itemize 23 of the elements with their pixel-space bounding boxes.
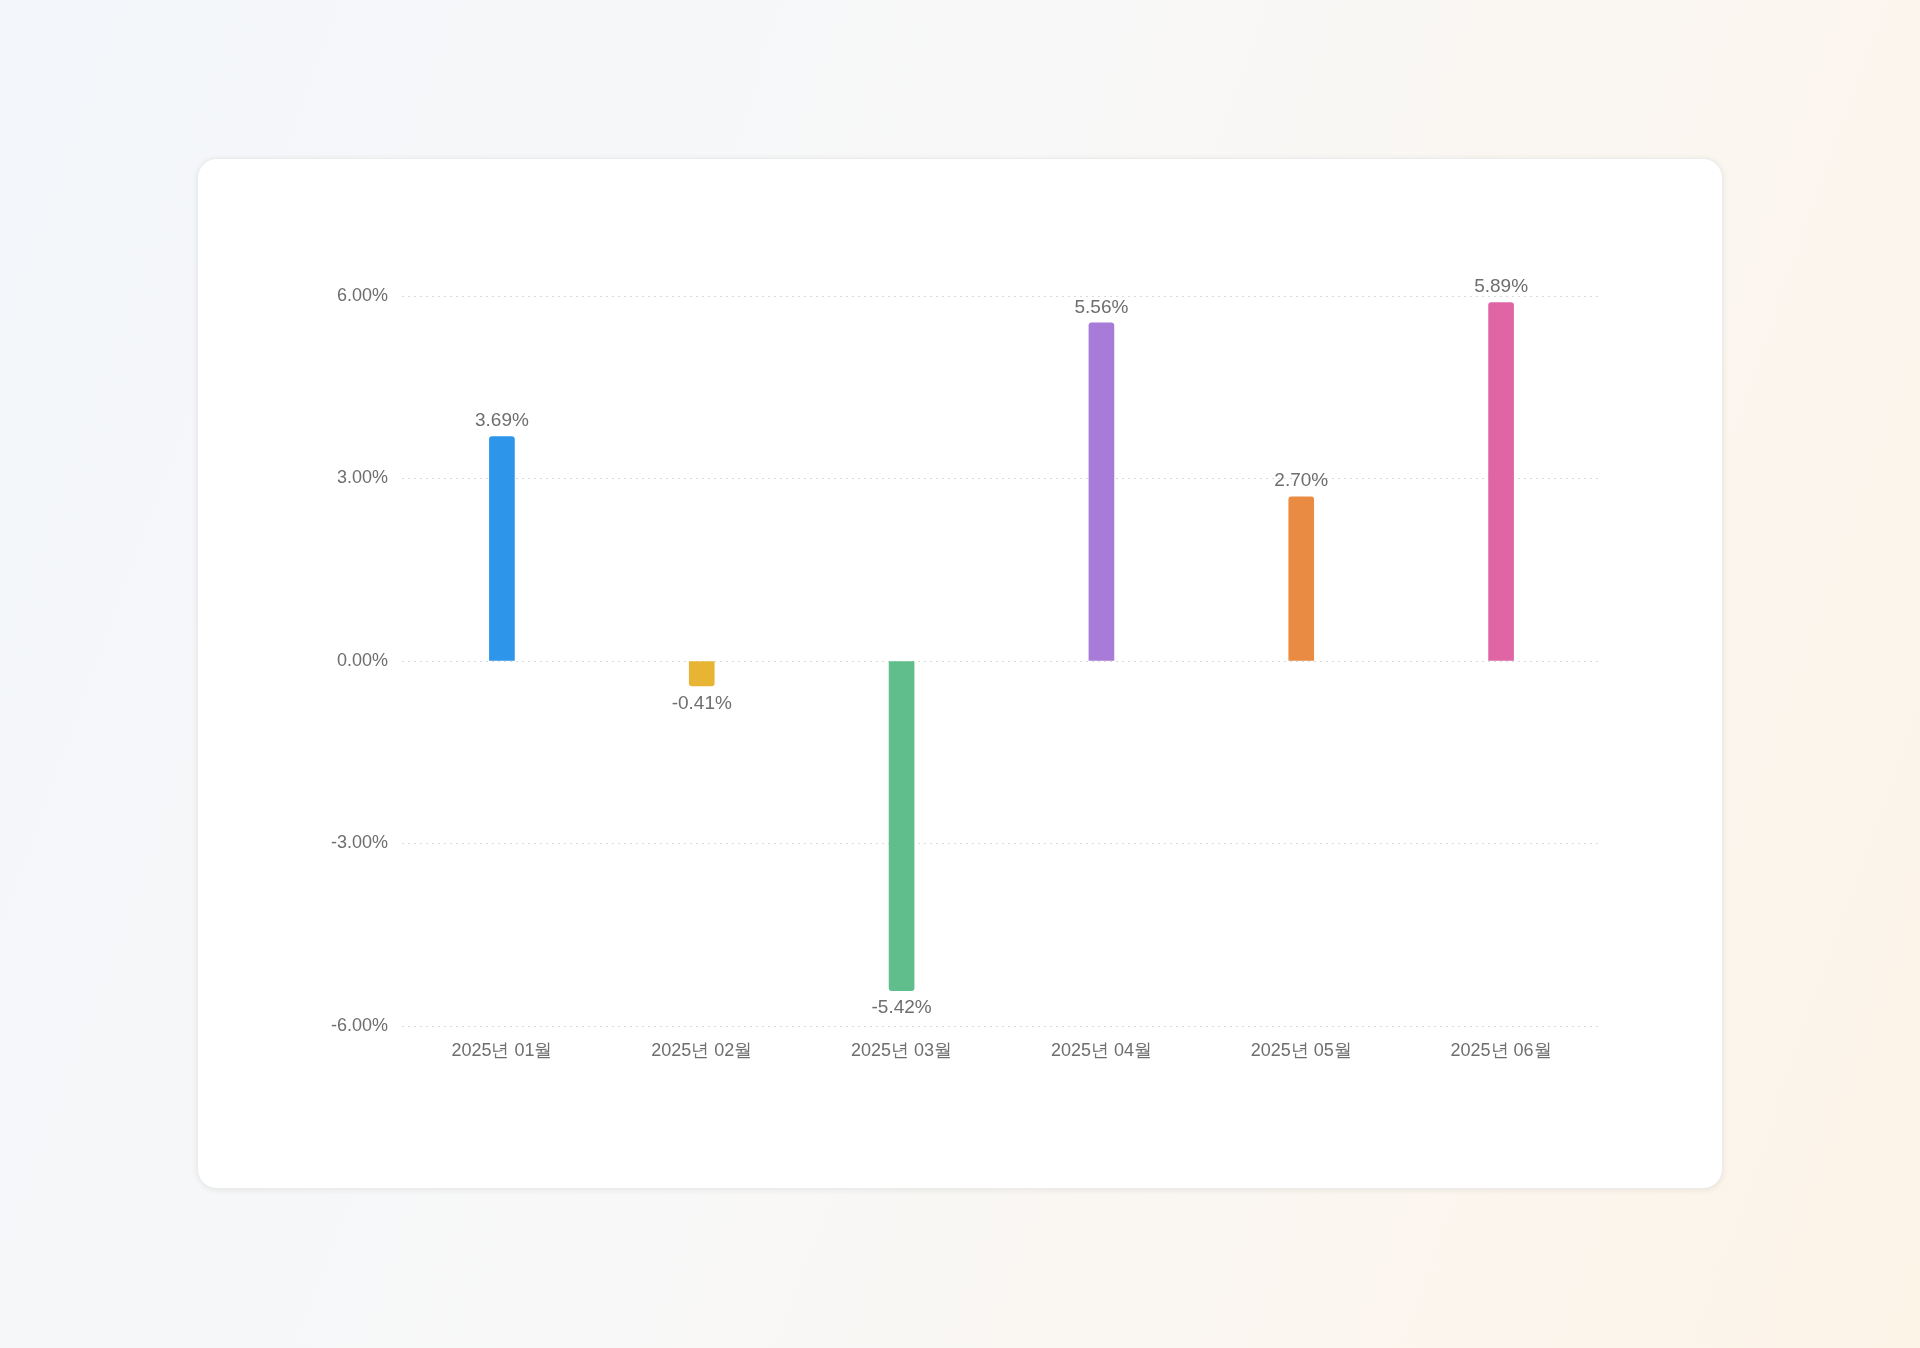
data-label: 5.56% (1074, 295, 1129, 317)
y-tick-label: -6.00% (330, 1014, 388, 1035)
data-label: 3.69% (474, 409, 529, 431)
x-tick-label: 2025년 01월 (451, 1039, 553, 1060)
y-tick-label: 6.00% (336, 284, 388, 305)
data-label: 5.89% (1474, 275, 1529, 297)
x-tick-label: 2025년 02월 (651, 1039, 753, 1060)
bar (1288, 496, 1315, 661)
bar (489, 436, 515, 661)
bar (688, 661, 715, 687)
data-label: 2.70% (1274, 469, 1329, 491)
bar (1088, 322, 1115, 661)
x-tick-label: 2025년 05월 (1250, 1039, 1352, 1060)
bar (888, 661, 915, 992)
data-label: -5.42% (871, 996, 932, 1018)
y-tick-label: 0.00% (336, 649, 388, 670)
x-tick-label: 2025년 06월 (1450, 1039, 1552, 1060)
x-tick-label: 2025년 03월 (851, 1039, 953, 1060)
y-tick-label: -3.00% (330, 832, 388, 853)
data-label: -0.41% (671, 691, 732, 713)
x-tick-label: 2025년 04월 (1050, 1039, 1152, 1060)
bar (1488, 302, 1514, 661)
y-tick-label: 3.00% (336, 467, 388, 488)
